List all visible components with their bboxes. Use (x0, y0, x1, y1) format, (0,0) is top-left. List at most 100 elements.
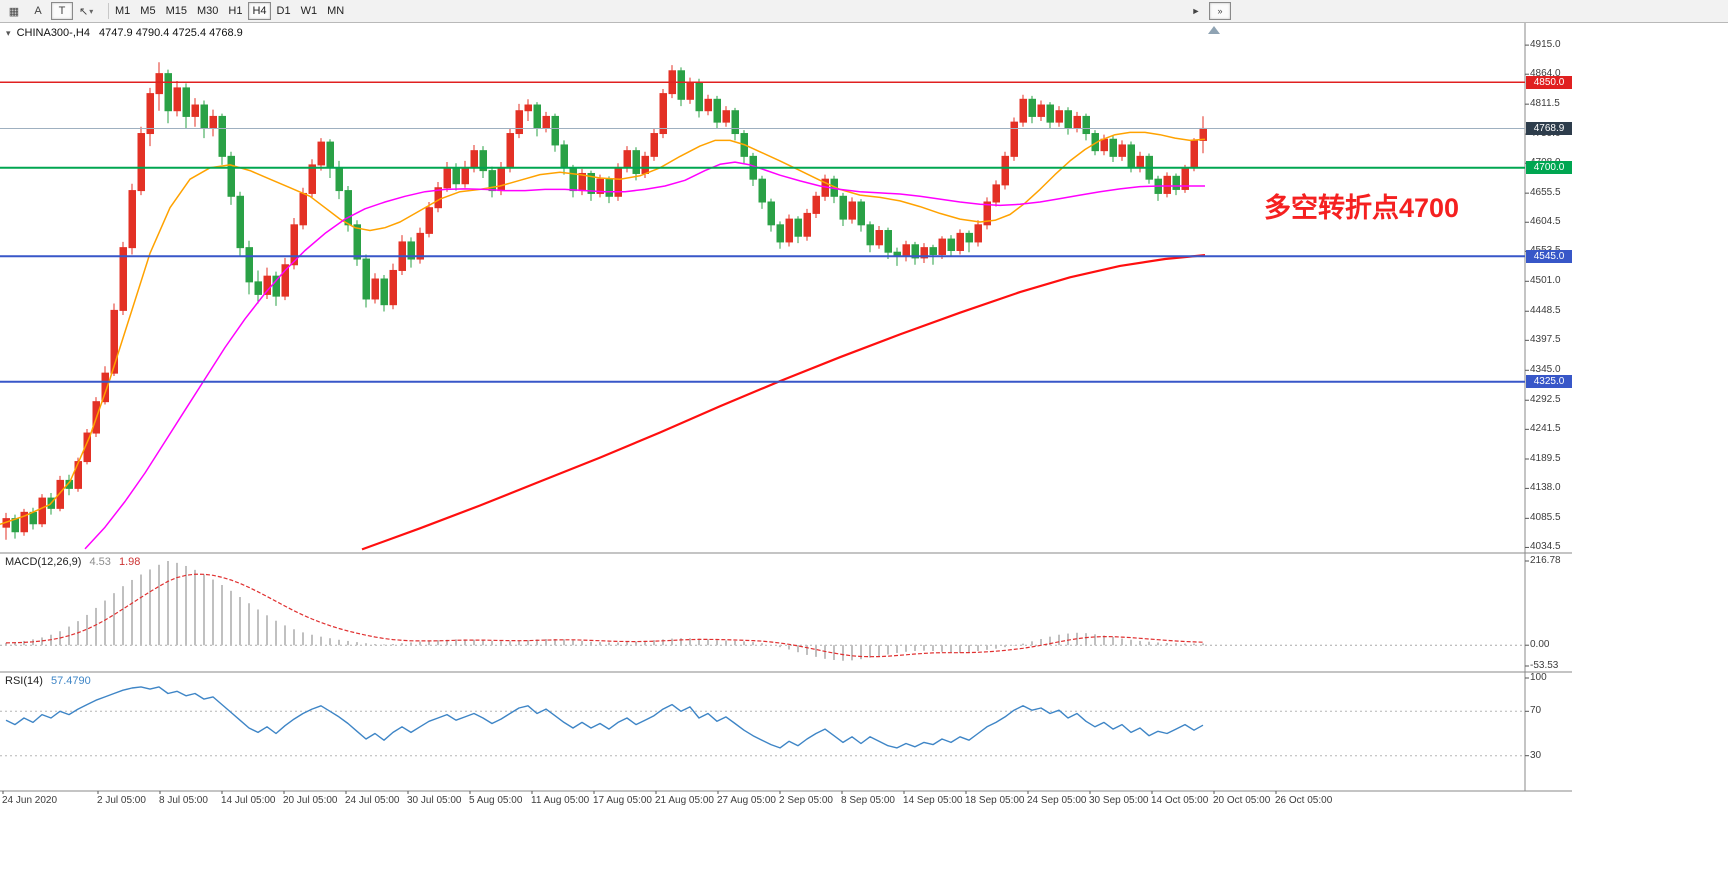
timeframe-button-M30[interactable]: M30 (196, 5, 219, 17)
time-axis-label: 14 Jul 05:00 (221, 795, 276, 806)
candle (191, 104, 199, 117)
candle (731, 110, 739, 135)
candle (29, 511, 37, 525)
symbol-name: CHINA300-,H4 (16, 27, 90, 39)
candle (857, 201, 865, 226)
candle (569, 167, 577, 192)
timeframes-group: M1 M5 M15 M30 H1 H4 D1 W1 MN (110, 0, 349, 22)
timeframe-button-M15[interactable]: M15 (165, 5, 187, 17)
candle (155, 73, 163, 95)
candle (1082, 115, 1090, 135)
time-axis-label: 2 Jul 05:00 (97, 795, 146, 806)
candle (317, 141, 325, 166)
candle (371, 278, 379, 300)
chart-shift-marker-icon[interactable] (1208, 26, 1220, 34)
candle (353, 224, 361, 260)
text-tool-icon[interactable]: T (51, 2, 73, 20)
candle (344, 190, 352, 226)
candle (794, 218, 802, 237)
chart-text-annotation[interactable]: 多空转折点4700 (1264, 193, 1460, 223)
candle (506, 133, 514, 169)
candle (704, 98, 712, 112)
candle (650, 133, 658, 157)
auto-scroll-icon[interactable]: ► (1191, 6, 1201, 16)
candle (137, 133, 145, 192)
symbol-marker-icon: ▾ (6, 28, 11, 38)
candle (83, 432, 91, 463)
ma-fast-orange (0, 131, 1206, 526)
candle (551, 115, 559, 146)
ohlc-values: 4747.9 4790.4 4725.4 4768.9 (99, 27, 243, 39)
candle (1028, 98, 1036, 117)
candle (173, 87, 181, 112)
timeframe-button-H4[interactable]: H4 (248, 2, 271, 20)
candle (722, 110, 730, 123)
price-tick-label: 4138.0 (1530, 482, 1561, 494)
candle (866, 224, 874, 246)
windows-grid-icon[interactable]: ▦ (8, 5, 20, 18)
candle (218, 115, 226, 157)
candle (20, 511, 28, 533)
macd-histogram (5, 561, 1204, 661)
timeframe-button-D1[interactable]: D1 (276, 5, 291, 17)
price-tick-label: 4292.5 (1530, 394, 1561, 406)
price-tick-label: 4811.5 (1530, 98, 1560, 110)
candle (1136, 155, 1144, 169)
candle (128, 190, 136, 249)
rsi-axis-label: 30 (1530, 749, 1542, 761)
candle (380, 278, 388, 306)
timeframe-button-W1[interactable]: W1 (300, 5, 318, 17)
candle (848, 201, 856, 220)
time-axis-label: 20 Jul 05:00 (283, 795, 338, 806)
candle (1019, 98, 1027, 123)
timeframe-button-M1[interactable]: M1 (115, 5, 131, 17)
candle (1064, 110, 1072, 129)
candle (389, 269, 397, 306)
candle (776, 224, 784, 243)
candle (299, 192, 307, 226)
candle (407, 241, 415, 260)
candle (281, 264, 289, 297)
candle (560, 144, 568, 169)
chart-shift-icon[interactable]: » (1209, 2, 1231, 20)
time-axis-label: 21 Aug 05:00 (655, 795, 714, 806)
candle (182, 87, 190, 117)
candle (101, 372, 109, 403)
current-price-tag: 4768.9 (1526, 121, 1572, 135)
candle (38, 497, 46, 525)
candle (542, 115, 550, 129)
candle (326, 141, 334, 169)
hline-price-tag-4325.0: 4325.0 (1526, 375, 1572, 389)
candle (200, 104, 208, 129)
candle (164, 73, 172, 112)
timeframe-button-H1[interactable]: H1 (228, 5, 243, 17)
candle (803, 212, 811, 237)
objects-tool-icon[interactable]: ↖ ▾ (79, 5, 94, 18)
candle (911, 244, 919, 259)
candle (659, 93, 667, 135)
candle (605, 178, 613, 197)
text-label-tool-icon[interactable]: A (34, 5, 42, 17)
candle (1172, 175, 1180, 190)
candle (1109, 138, 1117, 157)
candle (416, 232, 424, 260)
hline-price-tag-4700.0: 4700.0 (1526, 161, 1572, 175)
candle (929, 247, 937, 255)
price-tick-label: 4864.0 (1530, 68, 1561, 80)
timeframe-button-MN[interactable]: MN (327, 5, 345, 17)
candle (956, 232, 964, 251)
price-tick-label: 4345.0 (1530, 364, 1561, 376)
price-tick-label: 4085.5 (1530, 512, 1561, 524)
candle (110, 309, 118, 374)
macd-label: MACD(12,26,9) 4.53 1.98 (5, 556, 140, 568)
candle (587, 172, 595, 194)
candle (245, 247, 253, 283)
timeframe-button-M5[interactable]: M5 (140, 5, 156, 17)
candle (1001, 155, 1009, 186)
candle (74, 461, 82, 489)
candle (434, 187, 442, 209)
candle (875, 230, 883, 246)
candle (965, 232, 973, 243)
